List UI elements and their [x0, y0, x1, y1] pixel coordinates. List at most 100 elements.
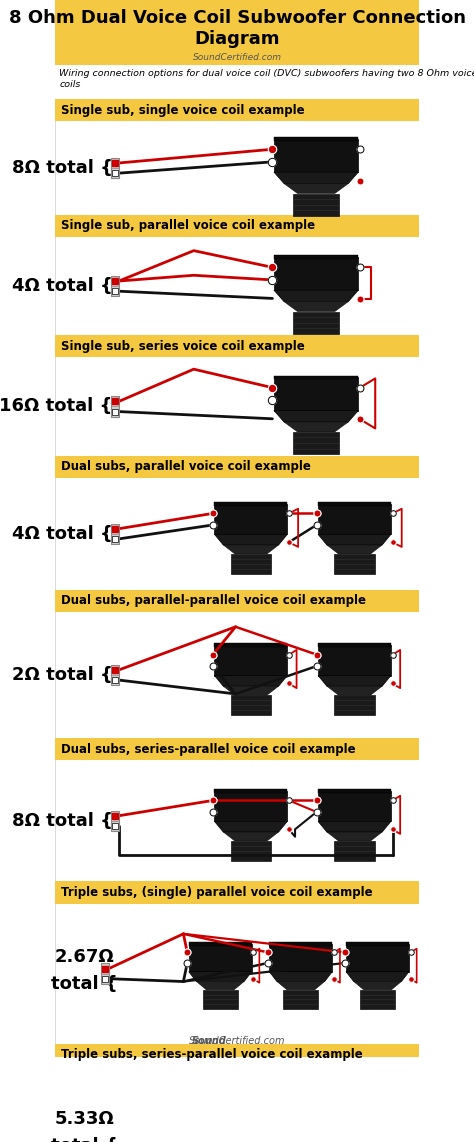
FancyBboxPatch shape [55, 0, 419, 65]
Polygon shape [318, 676, 391, 686]
FancyBboxPatch shape [189, 1104, 252, 1108]
Polygon shape [269, 1134, 332, 1142]
FancyBboxPatch shape [274, 255, 358, 259]
FancyBboxPatch shape [346, 942, 409, 946]
Text: total {: total { [51, 975, 118, 994]
Polygon shape [318, 821, 391, 833]
Text: 4Ω total {: 4Ω total { [12, 278, 113, 295]
Text: 5.33Ω: 5.33Ω [55, 1110, 114, 1128]
Text: Dual subs, series-parallel voice coil example: Dual subs, series-parallel voice coil ex… [62, 742, 356, 756]
Polygon shape [223, 686, 279, 695]
FancyBboxPatch shape [335, 695, 374, 716]
FancyBboxPatch shape [318, 504, 391, 534]
FancyBboxPatch shape [55, 1044, 419, 1065]
FancyBboxPatch shape [189, 943, 252, 972]
FancyBboxPatch shape [360, 990, 395, 1008]
Polygon shape [274, 290, 358, 301]
FancyBboxPatch shape [203, 990, 237, 1008]
Polygon shape [274, 172, 358, 184]
FancyBboxPatch shape [274, 139, 358, 172]
FancyBboxPatch shape [283, 990, 318, 1008]
Polygon shape [189, 1134, 252, 1142]
FancyBboxPatch shape [293, 312, 339, 333]
Text: Single sub, parallel voice coil example: Single sub, parallel voice coil example [62, 219, 316, 233]
FancyBboxPatch shape [55, 99, 419, 215]
Polygon shape [354, 981, 401, 990]
FancyBboxPatch shape [55, 99, 419, 121]
Text: Triple subs, series-parallel voice coil example: Triple subs, series-parallel voice coil … [62, 1048, 363, 1061]
FancyBboxPatch shape [318, 643, 391, 648]
FancyBboxPatch shape [231, 841, 271, 861]
Text: Dual subs, parallel-parallel voice coil example: Dual subs, parallel-parallel voice coil … [62, 595, 366, 608]
FancyBboxPatch shape [274, 378, 358, 410]
Text: Dual subs, parallel voice coil example: Dual subs, parallel voice coil example [62, 460, 311, 473]
FancyBboxPatch shape [55, 738, 419, 761]
Polygon shape [327, 833, 382, 841]
FancyBboxPatch shape [55, 336, 419, 357]
Text: Triple subs, (single) parallel voice coil example: Triple subs, (single) parallel voice coi… [62, 886, 373, 899]
FancyBboxPatch shape [214, 643, 287, 648]
FancyBboxPatch shape [318, 789, 391, 793]
Polygon shape [214, 534, 287, 545]
FancyBboxPatch shape [55, 215, 419, 336]
Polygon shape [346, 1134, 409, 1142]
FancyBboxPatch shape [55, 589, 419, 612]
Polygon shape [327, 686, 382, 695]
Text: Single sub, single voice coil example: Single sub, single voice coil example [62, 104, 305, 116]
FancyBboxPatch shape [269, 942, 332, 946]
FancyBboxPatch shape [274, 257, 358, 290]
Text: 8Ω total {: 8Ω total { [12, 159, 113, 177]
FancyBboxPatch shape [55, 882, 419, 903]
FancyBboxPatch shape [111, 665, 119, 685]
FancyBboxPatch shape [346, 1104, 409, 1108]
FancyBboxPatch shape [55, 215, 419, 238]
Text: Sound: Sound [191, 1036, 227, 1046]
Text: 4Ω total {: 4Ω total { [12, 525, 113, 542]
FancyBboxPatch shape [111, 276, 119, 296]
FancyBboxPatch shape [269, 1105, 332, 1134]
Text: 2Ω total {: 2Ω total { [12, 666, 113, 684]
FancyBboxPatch shape [55, 1044, 419, 1142]
FancyBboxPatch shape [214, 504, 287, 534]
FancyBboxPatch shape [274, 137, 358, 140]
Text: SoundCertified.com: SoundCertified.com [189, 1036, 285, 1046]
Polygon shape [214, 676, 287, 686]
FancyBboxPatch shape [293, 193, 339, 216]
FancyBboxPatch shape [55, 738, 419, 882]
Text: 8Ω total {: 8Ω total { [12, 812, 113, 830]
Text: 2.67Ω: 2.67Ω [55, 948, 114, 966]
Text: Single sub, series voice coil example: Single sub, series voice coil example [62, 340, 305, 353]
FancyBboxPatch shape [101, 964, 109, 983]
FancyBboxPatch shape [55, 456, 419, 589]
FancyBboxPatch shape [335, 554, 374, 574]
FancyBboxPatch shape [55, 456, 419, 477]
FancyBboxPatch shape [111, 811, 119, 831]
Polygon shape [346, 972, 409, 981]
Polygon shape [318, 534, 391, 545]
FancyBboxPatch shape [189, 942, 252, 946]
Polygon shape [284, 301, 348, 312]
FancyBboxPatch shape [346, 943, 409, 972]
Polygon shape [277, 981, 325, 990]
FancyBboxPatch shape [101, 1126, 109, 1142]
Text: 8 Ohm Dual Voice Coil Subwoofer Connection
Diagram: 8 Ohm Dual Voice Coil Subwoofer Connecti… [9, 9, 465, 48]
FancyBboxPatch shape [55, 336, 419, 456]
Text: SoundCertified.com: SoundCertified.com [192, 53, 282, 62]
FancyBboxPatch shape [231, 554, 271, 574]
Text: Wiring connection options for dual voice coil (DVC) subwoofers having two 8 Ohm : Wiring connection options for dual voice… [59, 70, 474, 89]
Polygon shape [327, 545, 382, 554]
FancyBboxPatch shape [274, 376, 358, 379]
FancyBboxPatch shape [111, 158, 119, 178]
FancyBboxPatch shape [55, 589, 419, 738]
FancyBboxPatch shape [214, 789, 287, 793]
FancyBboxPatch shape [214, 791, 287, 821]
FancyBboxPatch shape [318, 791, 391, 821]
FancyBboxPatch shape [214, 645, 287, 676]
Polygon shape [284, 184, 348, 193]
Text: 16Ω total {: 16Ω total { [0, 397, 113, 416]
Polygon shape [223, 545, 279, 554]
FancyBboxPatch shape [111, 396, 119, 417]
FancyBboxPatch shape [214, 502, 287, 506]
FancyBboxPatch shape [189, 1105, 252, 1134]
FancyBboxPatch shape [55, 882, 419, 1044]
